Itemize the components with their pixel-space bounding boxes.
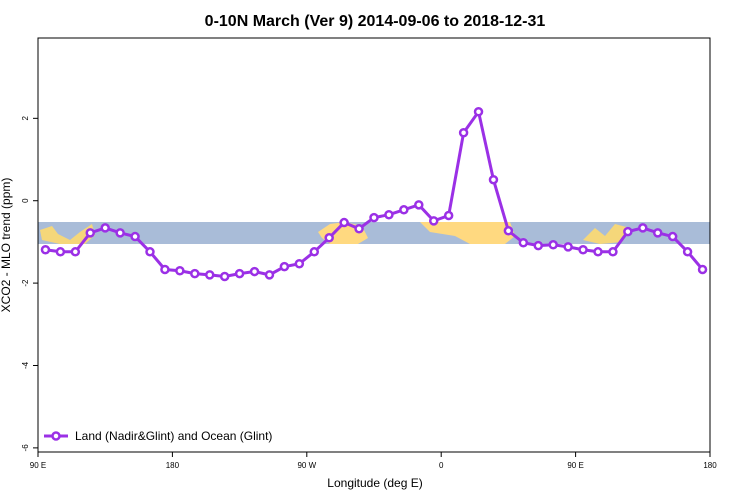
y-tick-label: 2: [21, 116, 30, 121]
point: [384, 209, 394, 220]
point: [130, 231, 140, 242]
point: [264, 270, 275, 280]
point: [55, 247, 66, 257]
point: [623, 226, 633, 237]
point: [175, 265, 185, 276]
x-tick-label: 90 E: [567, 461, 583, 470]
point: [204, 270, 215, 280]
point: [563, 242, 573, 252]
point: [40, 244, 51, 255]
point: [249, 266, 260, 277]
x-axis-label: Longitude (deg E): [327, 476, 422, 490]
point: [697, 264, 708, 275]
point: [219, 271, 230, 282]
map-strip: [38, 222, 710, 244]
x-tick-label: 90 W: [297, 461, 316, 470]
point: [414, 200, 424, 210]
point: [100, 223, 110, 233]
point: [145, 247, 155, 257]
x-tick-label: 0: [439, 461, 444, 470]
point: [354, 223, 364, 234]
y-tick-label: -4: [21, 361, 30, 369]
point: [324, 233, 334, 243]
point: [160, 264, 170, 275]
x-tick-label: 180: [166, 461, 180, 470]
y-tick-label: 0: [21, 198, 30, 203]
point: [488, 174, 499, 185]
point: [518, 237, 529, 248]
series-line: [45, 108, 704, 279]
y-tick-label: -2: [21, 279, 30, 287]
y-axis-label: XCO2 - MLO trend (ppm): [0, 178, 13, 313]
point: [458, 127, 469, 138]
point: [638, 223, 648, 233]
point: [533, 240, 544, 251]
point: [503, 226, 514, 236]
point: [667, 231, 678, 242]
point: [70, 247, 81, 257]
x-tick-label: 180: [703, 461, 717, 470]
point: [294, 258, 305, 269]
point: [652, 228, 663, 238]
legend-marker: [51, 431, 61, 441]
point: [190, 268, 200, 279]
point: [234, 268, 245, 279]
point: [85, 228, 96, 238]
point: [443, 210, 454, 221]
point: [399, 205, 409, 215]
point: [578, 244, 588, 255]
point: [309, 247, 320, 257]
point: [608, 247, 618, 257]
point: [115, 228, 125, 238]
point: [593, 247, 603, 257]
y-tick-label: -6: [21, 444, 30, 452]
point: [548, 240, 558, 250]
point: [473, 106, 484, 117]
chart-title: 0-10N March (Ver 9) 2014-09-06 to 2018-1…: [205, 13, 546, 30]
point: [279, 261, 290, 272]
plot-frame: [37, 37, 711, 453]
x-tick-label: 90 E: [30, 461, 46, 470]
point: [428, 216, 439, 226]
legend-label: Land (Nadir&Glint) and Ocean (Glint): [75, 429, 272, 443]
point: [682, 247, 693, 257]
point: [339, 217, 349, 228]
point: [369, 212, 379, 223]
